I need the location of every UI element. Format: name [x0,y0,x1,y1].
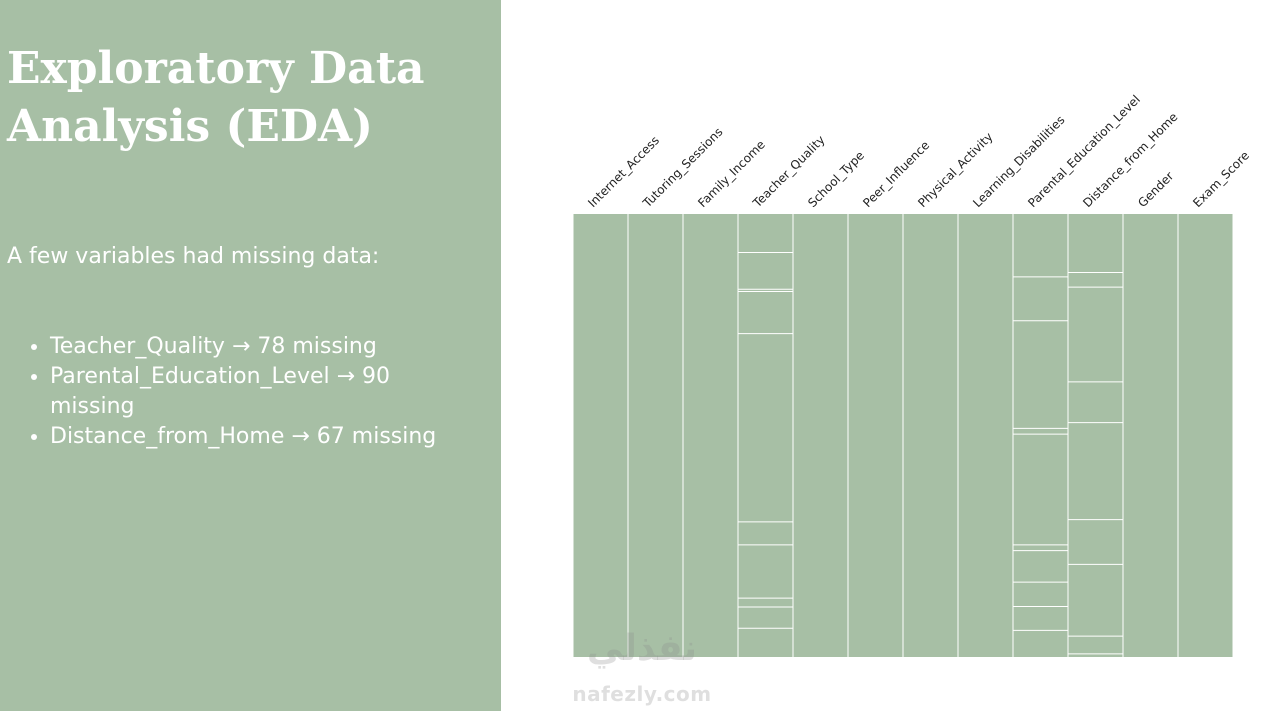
matrix-column-learning-disabilities [958,214,1013,657]
matrix-column-distance-from-home [1068,214,1123,657]
slide-title-line1: Exploratory Data [7,43,425,94]
left-panel: Exploratory Data Analysis (EDA) A few va… [0,0,501,711]
matrix-column-peer-influence [848,214,903,657]
column-label-school-type: School_Type [805,148,867,210]
bullet-distance-from-home: Distance_from_Home → 67 missing [50,422,470,452]
matrix-column-family-income [683,214,738,657]
right-panel: Internet_Access Tutoring_Sessions Family_I… [501,0,1280,711]
column-label-distance-from-home: Distance_from_Home [1080,110,1180,210]
slide-title-line2: Analysis (EDA) [7,101,373,152]
slide-title: Exploratory Data Analysis (EDA) [7,40,487,156]
matrix-column-physical-activity [903,214,958,657]
column-label-learning-disabilities: Learning_Disabilities [970,113,1067,210]
matrix-column-tutoring-sessions [628,214,683,657]
watermark-arabic: نفذلي [586,628,698,669]
missing-data-list: Teacher_Quality → 78 missing Parental_Ed… [22,332,470,452]
watermark-latin: nafezly.com [572,682,712,706]
matrix-column-internet-access [573,214,628,657]
watermark: نفذلي nafezly.com [562,628,722,708]
intro-text: A few variables had missing data: [7,244,380,269]
matrix-column-parental-education-level [1013,214,1068,657]
matrix-column-gender [1123,214,1178,657]
column-label-parental-education-level: Parental_Education_Level [1025,92,1143,210]
bullet-teacher-quality: Teacher_Quality → 78 missing [50,332,470,362]
bullet-parental-education: Parental_Education_Level → 90 missing [50,362,470,422]
matrix-column-exam-score [1178,214,1233,657]
column-label-exam-score: Exam_Score [1190,148,1252,210]
column-label-gender: Gender [1135,169,1176,210]
missing-value-matrix-chart: Internet_AccessTutoring_SessionsFamily_I… [573,92,1252,657]
matrix-column-teacher-quality [738,214,793,657]
matrix-column-school-type [793,214,848,657]
